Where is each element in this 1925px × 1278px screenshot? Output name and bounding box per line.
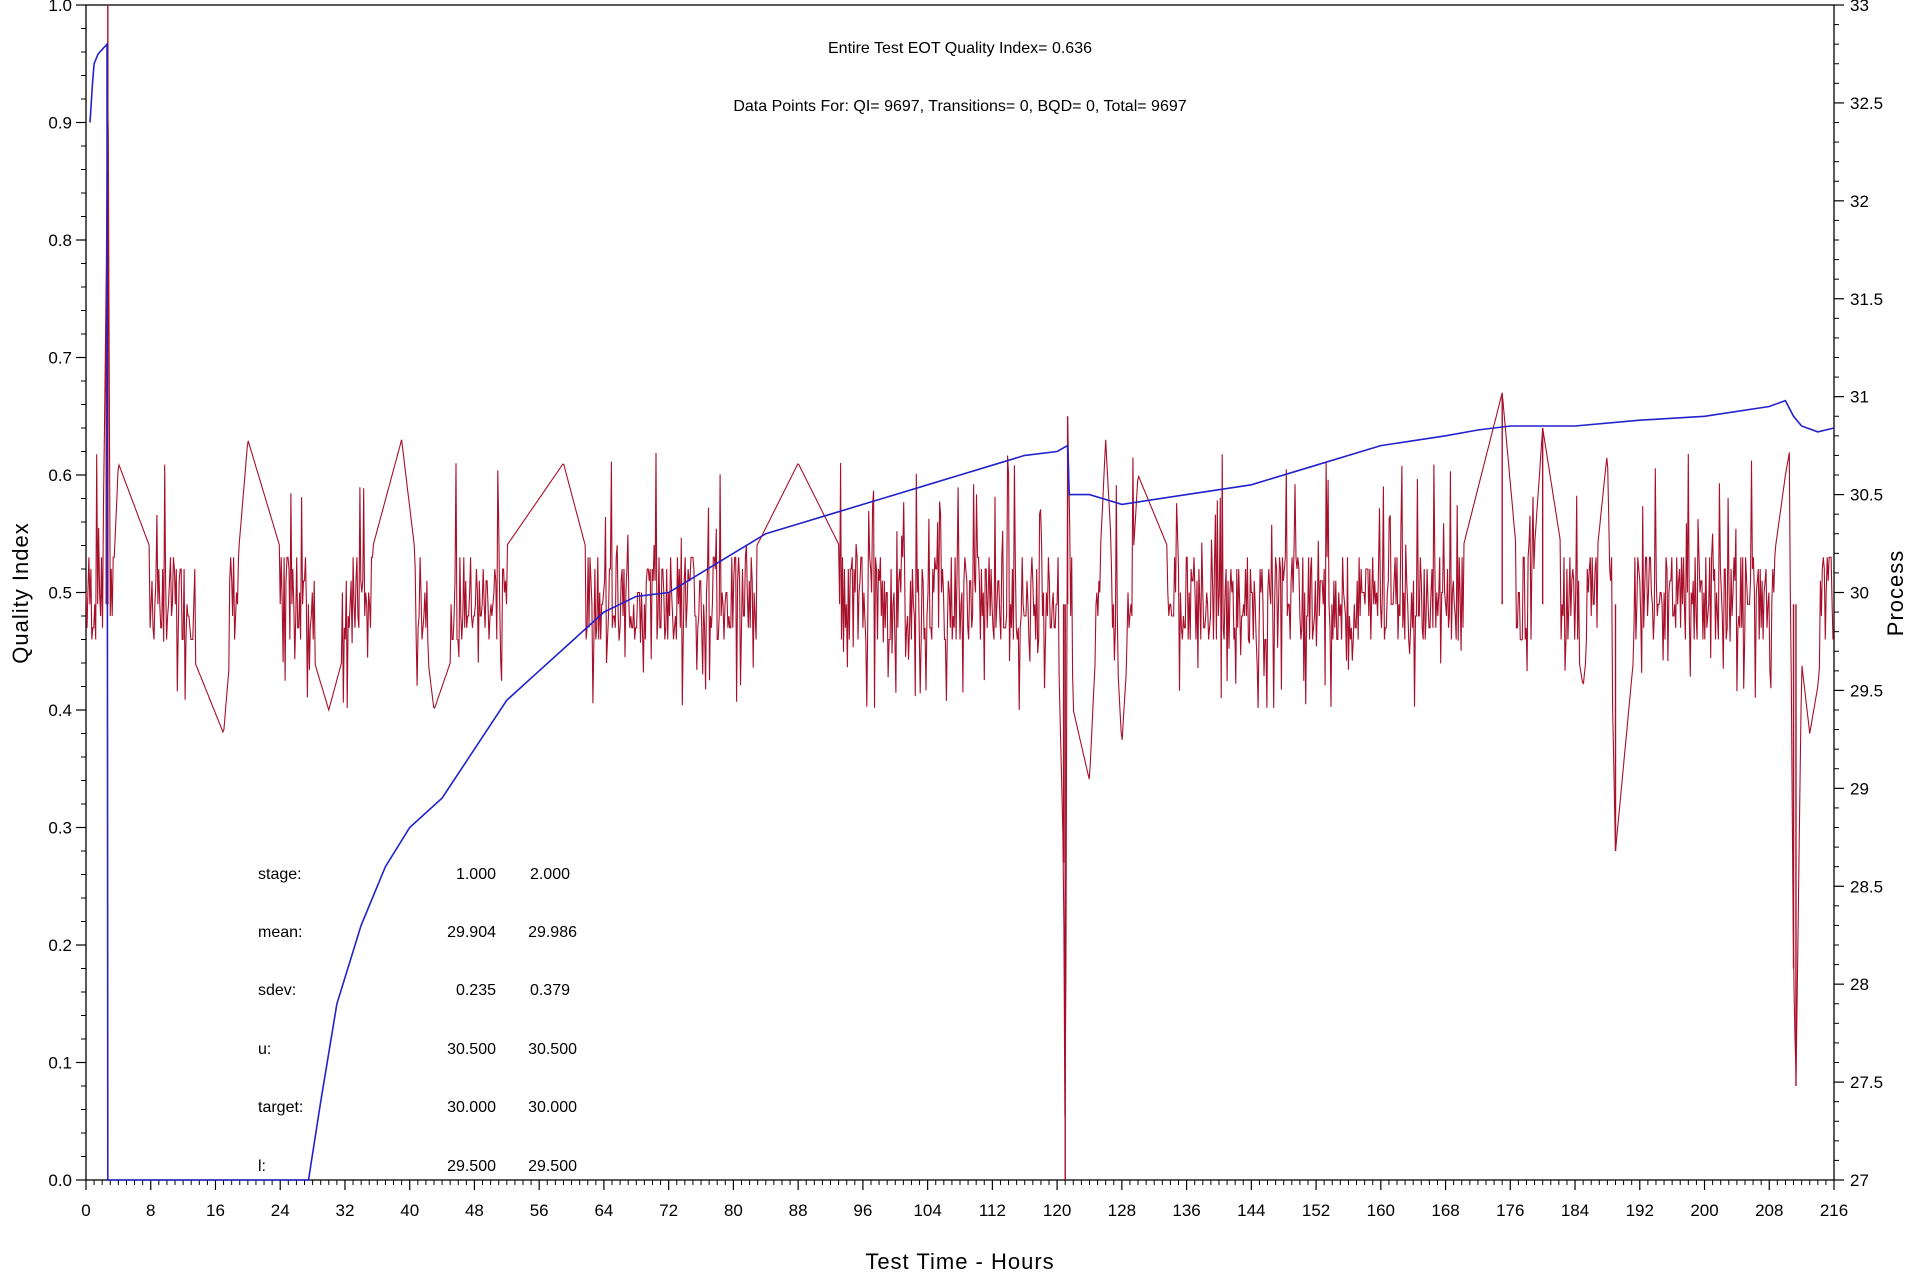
- stats-u-v1: 30.500: [447, 1041, 496, 1058]
- y-left-tick-label: 0.8: [48, 231, 72, 250]
- x-tick-label: 120: [1043, 1201, 1071, 1220]
- stats-l-label: l:: [258, 1158, 266, 1175]
- x-tick-label: 80: [724, 1201, 743, 1220]
- x-tick-label: 152: [1302, 1201, 1330, 1220]
- x-tick-label: 128: [1108, 1201, 1136, 1220]
- stats-stage-label: stage:: [258, 866, 302, 883]
- x-tick-label: 184: [1561, 1201, 1589, 1220]
- x-tick-label: 88: [789, 1201, 808, 1220]
- stats-target-v2: 30.000: [528, 1099, 577, 1116]
- y-left-tick-label: 0.9: [48, 114, 72, 133]
- y-left-tick-label: 0.5: [48, 584, 72, 603]
- y-left-tick-label: 0.4: [48, 701, 72, 720]
- y-left-tick-label: 0.3: [48, 819, 72, 838]
- y-right-tick-label: 28.5: [1850, 877, 1883, 896]
- stats-u-v2: 30.500: [528, 1041, 577, 1058]
- y-axis-left: 0.0 0.1 0.2 0.3 0.4 0.5 0.6 0.7 0.8 0.9 1.0: [48, 0, 86, 1190]
- stats-mean-label: mean:: [258, 924, 302, 941]
- y-right-tick-label: 30.5: [1850, 486, 1883, 505]
- x-tick-label: 104: [913, 1201, 941, 1220]
- x-tick-label: 160: [1367, 1201, 1395, 1220]
- y-right-tick-label: 31.5: [1850, 290, 1883, 309]
- y-right-tick-label: 32: [1850, 192, 1869, 211]
- stats-target-label: target:: [258, 1099, 303, 1116]
- stats-stage-v2: 2.000: [530, 866, 570, 883]
- x-tick-label: 0: [81, 1201, 90, 1220]
- y-right-tick-label: 29.5: [1850, 681, 1883, 700]
- y-axis-left-title: Quality Index: [8, 522, 33, 663]
- x-tick-label: 192: [1626, 1201, 1654, 1220]
- stats-sdev-v2: 0.379: [530, 982, 570, 999]
- x-tick-label: 200: [1690, 1201, 1718, 1220]
- stats-stage-v1: 1.000: [456, 866, 496, 883]
- y-right-tick-label: 31: [1850, 388, 1869, 407]
- y-right-tick-label: 27: [1850, 1171, 1869, 1190]
- y-right-tick-label: 33: [1850, 0, 1869, 15]
- series-layer: [85, 5, 1835, 1181]
- y-left-tick-label: 0.2: [48, 936, 72, 955]
- x-tick-label: 136: [1172, 1201, 1200, 1220]
- x-tick-label: 16: [206, 1201, 225, 1220]
- x-tick-label: 176: [1496, 1201, 1524, 1220]
- x-tick-label: 32: [336, 1201, 355, 1220]
- y-axis-right: 27 27.5 28 28.5 29 29.5 30 30.5 31 31.5 32 32.5 33: [1834, 0, 1883, 1190]
- x-tick-label: 8: [146, 1201, 155, 1220]
- x-axis-title: Test Time - Hours: [865, 1249, 1054, 1274]
- quality-index-series-line: [85, 89, 1834, 1117]
- y-right-tick-label: 32.5: [1850, 94, 1883, 113]
- stats-table: stage: 1.000 2.000 mean: 29.904 29.986 s…: [258, 866, 577, 1175]
- stats-sdev-v1: 0.235: [456, 982, 496, 999]
- x-axis: 0 8 16 24 32 40 48 56 64 72 80 88 96 104 112 120 128 136 1…: [81, 1180, 1848, 1220]
- header-data-points: Data Points For: QI= 9697, Transitions= …: [733, 98, 1186, 115]
- y-left-tick-label: 0.6: [48, 466, 72, 485]
- x-tick-label: 208: [1755, 1201, 1783, 1220]
- stats-mean-v1: 29.904: [447, 924, 496, 941]
- stats-l-v2: 29.500: [528, 1158, 577, 1175]
- y-axis-right-title: Process: [1883, 550, 1908, 636]
- x-tick-label: 56: [530, 1201, 549, 1220]
- y-right-tick-label: 30: [1850, 584, 1869, 603]
- y-right-tick-label: 28: [1850, 975, 1869, 994]
- y-right-tick-label: 29: [1850, 779, 1869, 798]
- stats-l-v1: 29.500: [447, 1158, 496, 1175]
- x-tick-label: 168: [1431, 1201, 1459, 1220]
- x-tick-label: 24: [271, 1201, 290, 1220]
- x-tick-label: 72: [659, 1201, 678, 1220]
- x-tick-label: 64: [594, 1201, 613, 1220]
- y-left-tick-label: 0.0: [48, 1171, 72, 1190]
- x-tick-label: 40: [400, 1201, 419, 1220]
- stats-mean-v2: 29.986: [528, 924, 577, 941]
- stats-u-label: u:: [258, 1041, 271, 1058]
- x-tick-label: 112: [979, 1201, 1006, 1220]
- y-left-tick-label: 0.1: [48, 1054, 72, 1073]
- y-left-tick-label: 0.7: [48, 349, 72, 368]
- stats-target-v1: 30.000: [447, 1099, 496, 1116]
- y-left-tick-label: 1.0: [48, 0, 72, 15]
- x-tick-label: 48: [465, 1201, 484, 1220]
- process-series-line: [89, 42, 1835, 1181]
- x-tick-label: 216: [1820, 1201, 1848, 1220]
- y-right-tick-label: 27.5: [1850, 1073, 1883, 1092]
- x-tick-label: 96: [853, 1201, 872, 1220]
- x-tick-label: 144: [1237, 1201, 1265, 1220]
- header-quality-index: Entire Test EOT Quality Index= 0.636: [828, 40, 1092, 57]
- stats-sdev-label: sdev:: [258, 982, 296, 999]
